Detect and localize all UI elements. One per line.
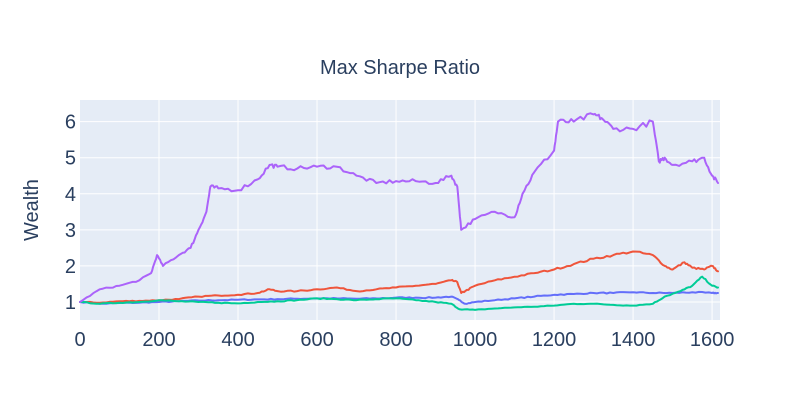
series-line-4: [79, 112, 719, 303]
x-tick-label: 1600: [690, 329, 735, 351]
x-tick-label: 1200: [532, 329, 577, 351]
y-tick-label: 2: [65, 256, 76, 278]
x-tick-label: 400: [221, 329, 254, 351]
x-tick-label: 200: [142, 329, 175, 351]
series-line-3: [79, 275, 719, 311]
y-tick-label: 5: [65, 148, 76, 170]
y-axis-title: Wealth: [21, 179, 43, 241]
x-tick-label: 800: [379, 329, 412, 351]
x-tick-label: 600: [300, 329, 333, 351]
plot-background: [80, 100, 720, 320]
y-tick-label: 3: [65, 220, 76, 242]
x-tick-label: 1000: [453, 329, 498, 351]
series-line-2: [79, 250, 719, 304]
y-tick-label: 6: [65, 112, 76, 134]
y-tick-label: 1: [65, 292, 76, 314]
plot-area: 0 200 400 600 800 1000 1200 1400 1600 1 2 3 4 5 6: [65, 100, 734, 351]
x-tick-label: 0: [74, 329, 85, 351]
series-line-1: [79, 290, 719, 305]
x-tick-label: 1400: [611, 329, 656, 351]
chart-title: Max Sharpe Ratio: [320, 57, 480, 79]
y-tick-label: 4: [65, 184, 76, 206]
